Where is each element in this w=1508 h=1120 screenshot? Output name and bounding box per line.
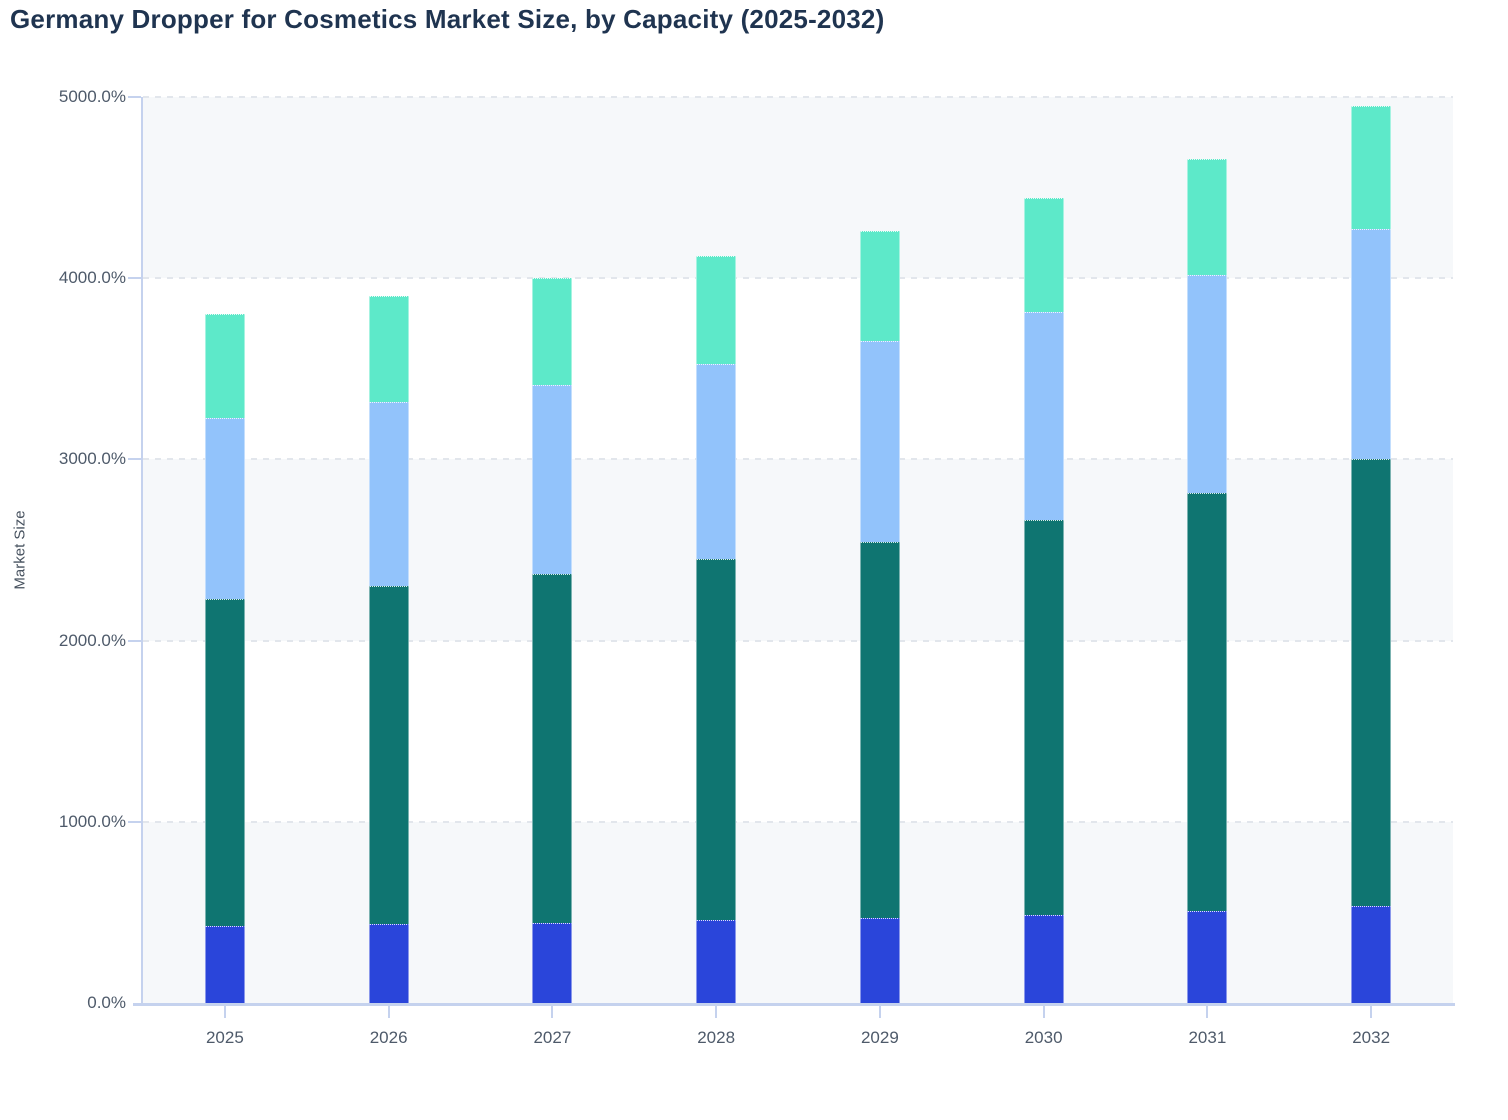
chart-title: Germany Dropper for Cosmetics Market Siz…: [10, 4, 885, 34]
gridline: [143, 820, 1453, 823]
bar-2028-segment-mint-top[interactable]: [696, 256, 737, 365]
plot-band: [143, 278, 1453, 460]
bar-2029-segment-light-blue[interactable]: [859, 341, 900, 543]
x-tick-mark: [1206, 1006, 1209, 1018]
x-tick-mark: [1370, 1006, 1373, 1018]
x-tick-label: 2028: [697, 1028, 736, 1047]
bar-2025-segment-royal-blue-bottom[interactable]: [204, 926, 245, 1003]
bar-2030-segment-mint-top[interactable]: [1023, 197, 1064, 312]
bar-2029-segment-mint-top[interactable]: [859, 230, 900, 342]
bar-2030-segment-royal-blue-bottom[interactable]: [1023, 915, 1064, 1003]
x-tick-label: 2026: [369, 1028, 408, 1047]
y-tick-label: 0.0%: [87, 993, 126, 1012]
y-axis-line: [141, 97, 143, 1005]
bar-2027-segment-teal[interactable]: [532, 573, 573, 923]
gridline: [143, 639, 1453, 642]
bar-2030-segment-teal[interactable]: [1023, 519, 1064, 916]
bar-2031-segment-teal[interactable]: [1187, 492, 1228, 912]
bar-2031-segment-royal-blue-bottom[interactable]: [1187, 911, 1228, 1003]
gridline: [143, 96, 1453, 98]
x-tick-mark: [551, 1006, 554, 1018]
x-tick-mark: [387, 1006, 390, 1018]
x-tick-label: 2029: [860, 1028, 899, 1047]
x-axis-line: [133, 1003, 1455, 1006]
y-tick-label: 2000.0%: [58, 630, 126, 650]
plot-band: [143, 459, 1453, 641]
y-tick-mark: [128, 820, 141, 823]
bar-2030-segment-light-blue[interactable]: [1023, 311, 1064, 520]
y-tick-mark: [128, 96, 141, 98]
bar-2025-segment-light-blue[interactable]: [204, 418, 245, 599]
bar-2025-segment-mint-top[interactable]: [204, 313, 245, 419]
bar-2032-segment-royal-blue-bottom[interactable]: [1351, 905, 1392, 1003]
bar-2027-segment-mint-top[interactable]: [532, 278, 573, 385]
bar-2028-segment-royal-blue-bottom[interactable]: [696, 920, 737, 1003]
x-tick-mark: [223, 1006, 226, 1018]
bar-2027-segment-light-blue[interactable]: [532, 384, 573, 574]
bar-2028-segment-light-blue[interactable]: [696, 364, 737, 559]
bar-2026-segment-teal[interactable]: [368, 586, 409, 925]
bar-2026-segment-mint-top[interactable]: [368, 296, 409, 402]
bar-2029-segment-royal-blue-bottom[interactable]: [859, 917, 900, 1003]
gridline: [143, 277, 1453, 280]
bar-2031-segment-light-blue[interactable]: [1187, 275, 1228, 493]
bar-2027-segment-royal-blue-bottom[interactable]: [532, 922, 573, 1003]
bar-2029-segment-teal[interactable]: [859, 542, 900, 918]
plot-band: [143, 640, 1453, 822]
plot-area: [143, 96, 1453, 1003]
bar-2028-segment-teal[interactable]: [696, 558, 737, 921]
bar-2032-segment-light-blue[interactable]: [1351, 228, 1392, 460]
plot-band: [143, 821, 1453, 1003]
bar-2032-segment-mint-top[interactable]: [1351, 105, 1392, 229]
x-tick-label: 2025: [205, 1028, 244, 1047]
x-tick-label: 2030: [1024, 1028, 1063, 1047]
bar-2032-segment-teal[interactable]: [1351, 459, 1392, 906]
x-tick-label: 2031: [1188, 1028, 1227, 1047]
x-tick-mark: [1042, 1006, 1045, 1018]
bar-2026-segment-royal-blue-bottom[interactable]: [368, 924, 409, 1003]
x-tick-label: 2027: [533, 1028, 572, 1047]
plot-band: [143, 97, 1453, 279]
y-tick-label: 3000.0%: [58, 449, 126, 469]
y-tick-mark: [128, 639, 141, 642]
bar-2031-segment-mint-top[interactable]: [1187, 158, 1228, 276]
x-tick-mark: [715, 1006, 718, 1018]
y-tick-label: 1000.0%: [58, 811, 126, 831]
x-tick-label: 2032: [1352, 1028, 1391, 1047]
y-tick-label: 4000.0%: [58, 268, 126, 288]
y-tick-label: 5000.0%: [58, 87, 126, 106]
x-tick-mark: [878, 1006, 881, 1018]
y-tick-mark: [128, 458, 141, 461]
bar-2026-segment-light-blue[interactable]: [368, 401, 409, 587]
gridline: [143, 458, 1453, 461]
y-tick-mark: [128, 277, 141, 280]
y-axis-title: Market Size: [11, 510, 29, 590]
bar-2025-segment-teal[interactable]: [204, 598, 245, 927]
